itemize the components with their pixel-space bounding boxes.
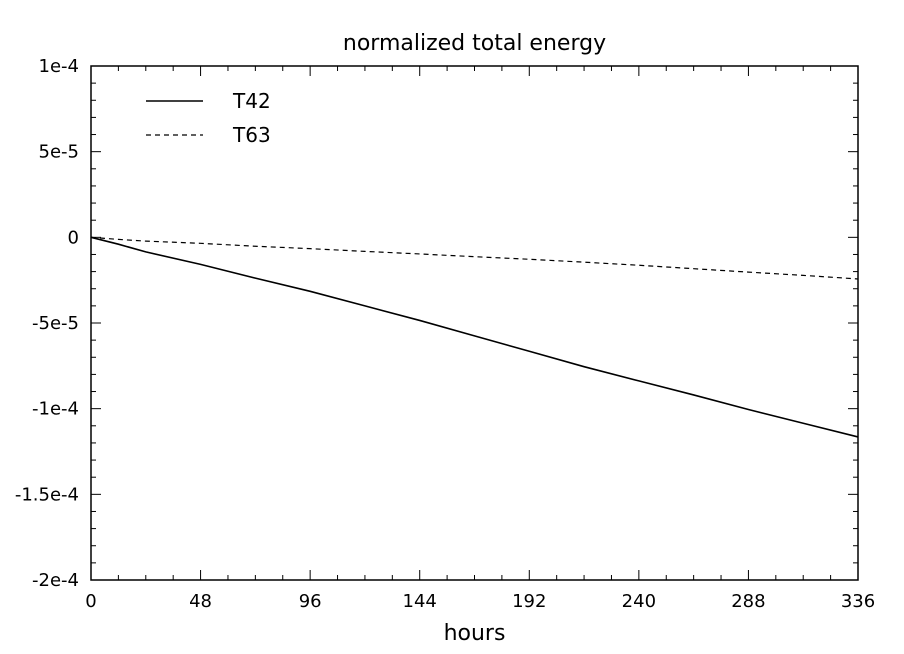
y-tick-label: -2e-4 [32, 570, 79, 591]
chart-title: normalized total energy [343, 31, 606, 56]
x-tick-label: 96 [299, 591, 322, 612]
y-tick-label: -1e-4 [32, 399, 79, 420]
y-axis-ticks: 1e-4 5e-5 0 -5e-5 -1e-4 -1.5e-4 -2e-4 [15, 56, 858, 591]
plot-area: 0 48 96 144 192 240 288 336 1e-4 5e-5 0 -5e-5 -1e-4… [15, 56, 875, 612]
series-line-t63 [90, 236, 859, 280]
x-tick-label: 288 [731, 591, 765, 612]
y-tick-label: -1.5e-4 [15, 484, 79, 505]
x-tick-label: 0 [85, 591, 96, 612]
y-tick-label: 1e-4 [39, 56, 79, 77]
x-tick-label: 48 [189, 591, 212, 612]
legend-label-t42: T42 [232, 89, 271, 113]
x-tick-label: 336 [841, 591, 875, 612]
x-tick-label: 240 [622, 591, 656, 612]
series-line-t42 [90, 236, 859, 438]
x-axis-ticks: 0 48 96 144 192 240 288 336 [85, 66, 875, 612]
plot-frame [90, 65, 859, 581]
x-tick-label: 144 [403, 591, 437, 612]
y-tick-label: 5e-5 [39, 142, 79, 163]
series-layer [90, 236, 859, 438]
legend-label-t63: T63 [232, 123, 271, 147]
y-tick-label: -5e-5 [32, 313, 79, 334]
y-tick-label: 0 [68, 227, 79, 248]
x-tick-label: 192 [512, 591, 546, 612]
legend: T42 T63 [146, 89, 271, 147]
x-axis-title: hours [444, 621, 506, 646]
